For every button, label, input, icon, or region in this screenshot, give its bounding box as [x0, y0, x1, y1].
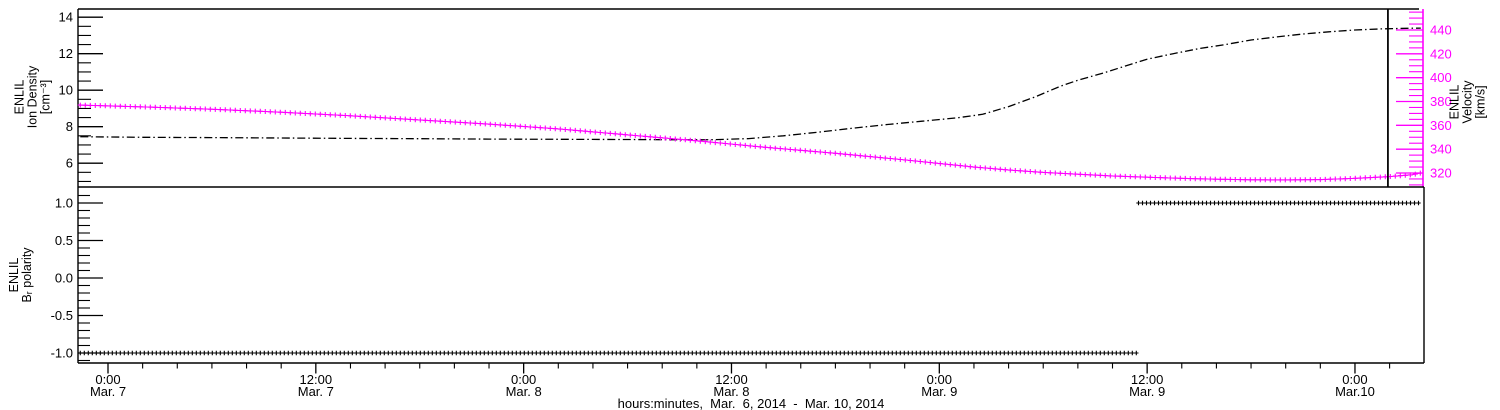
date-tick-label: Mar. 7	[298, 384, 334, 399]
velocity-tick-label: 440	[1430, 23, 1452, 38]
time-tick-label: 12:00	[715, 372, 748, 387]
velocity-tick-label: 380	[1430, 94, 1452, 109]
date-tick-label: Mar.10	[1335, 384, 1375, 399]
density-y-axis: 14 12 10 8 6	[59, 10, 103, 182]
y-axis-label-velocity: ENLIL Velocity [km/s]	[1448, 80, 1488, 123]
polarity-tick-label: -0.5	[51, 308, 73, 323]
x-axis-title: hours:minutes, Mar. 6, 2014 - Mar. 10, 2…	[617, 396, 885, 410]
velocity-tick-label: 400	[1430, 70, 1452, 85]
velocity-tick-label: 340	[1430, 142, 1452, 157]
time-tick-label: 0:00	[1342, 372, 1367, 387]
polarity-y-axis: 1.0 0.5 0.0 -0.5 -1.0	[51, 194, 103, 362]
time-tick-label: 0:00	[511, 372, 536, 387]
polarity-line-negative	[78, 350, 1139, 356]
polarity-tick-label: -1.0	[51, 346, 73, 361]
y-axis-label-density-units: [cm⁻³]	[38, 79, 53, 115]
velocity-curve-markers	[77, 102, 1423, 183]
time-tick-label: 12:00	[300, 372, 333, 387]
density-tick-label: 6	[66, 156, 73, 171]
y-axis-label-velocity-units: [km/s]	[1473, 85, 1488, 119]
date-tick-label: Mar. 7	[90, 384, 126, 399]
y-axis-label-polarity: ENLIL Bᵣ polarity	[7, 247, 34, 303]
polarity-tick-label: 1.0	[55, 196, 73, 211]
velocity-tick-label: 420	[1430, 46, 1452, 61]
date-tick-label: Mar. 8	[506, 384, 542, 399]
density-tick-label: 12	[59, 46, 73, 61]
velocity-y-axis: 440 420 400 380 360 340 320	[1396, 11, 1452, 186]
velocity-tick-label: 320	[1430, 166, 1452, 181]
velocity-curve-line	[80, 104, 1421, 181]
date-tick-label: Mar. 9	[921, 384, 957, 399]
density-tick-label: 14	[59, 10, 73, 25]
polarity-tick-label: 0.5	[55, 233, 73, 248]
time-tick-label: 0:00	[95, 372, 120, 387]
date-tick-label: Mar. 8	[713, 384, 749, 399]
polarity-tick-label: 0.0	[55, 271, 73, 286]
density-tick-label: 10	[59, 83, 73, 98]
density-curve	[80, 27, 1421, 141]
polarity-line-positive	[1136, 200, 1421, 206]
y-axis-label-density: ENLIL Ion Density [cm⁻³]	[13, 66, 53, 129]
time-tick-label: 12:00	[1131, 372, 1164, 387]
time-tick-label: 0:00	[927, 372, 952, 387]
date-tick-label: Mar. 9	[1129, 384, 1165, 399]
panel-frames	[77, 8, 1425, 364]
density-tick-label: 8	[66, 119, 73, 134]
y-axis-label-polarity-line2: Bᵣ polarity	[20, 247, 34, 303]
velocity-tick-label: 360	[1430, 118, 1452, 133]
